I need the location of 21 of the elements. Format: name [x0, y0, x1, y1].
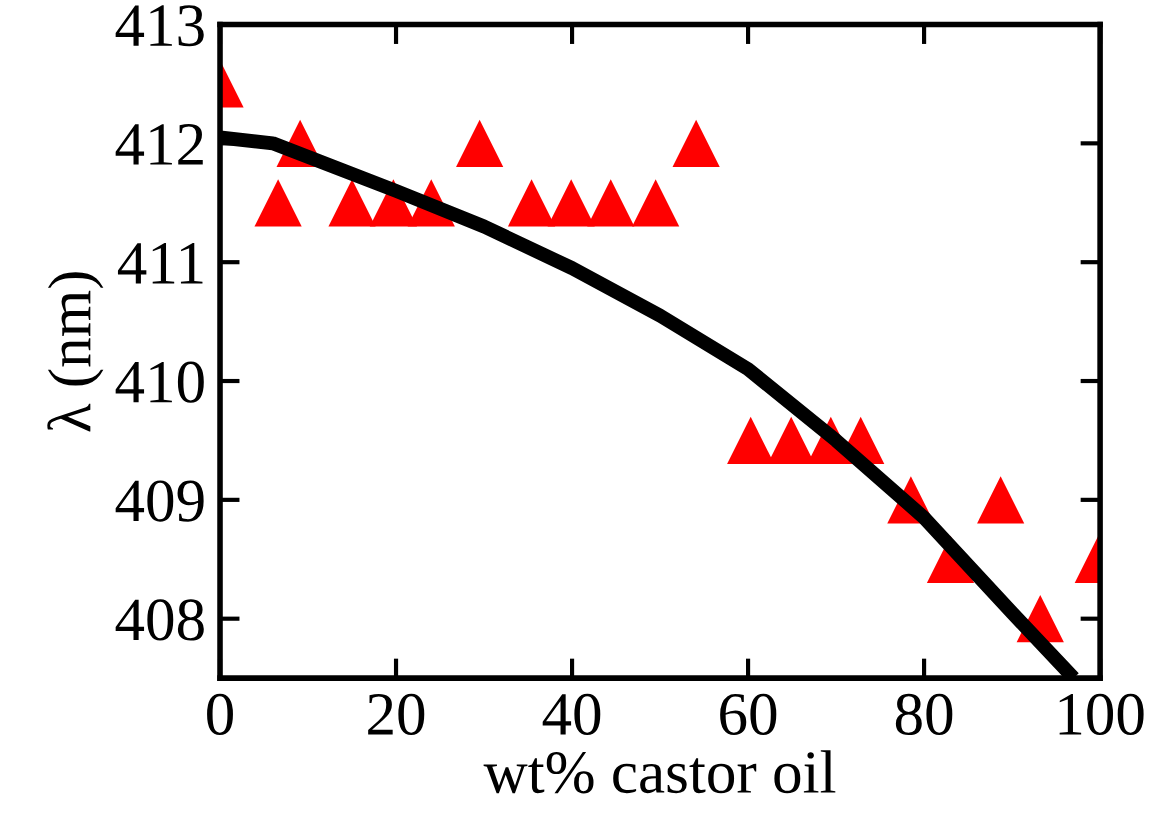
point — [328, 179, 376, 227]
x-axis-title: wt% castor oil — [483, 750, 836, 794]
point — [672, 119, 720, 167]
y-tick-label: 411 — [117, 243, 203, 284]
x-tick-label: 100 — [1059, 693, 1144, 736]
point — [977, 476, 1025, 524]
point — [456, 119, 504, 167]
x-tick-label: 80 — [895, 693, 953, 736]
point — [632, 179, 680, 227]
y-tick-label: 412 — [115, 124, 203, 165]
x-tick-label: 0 — [207, 693, 233, 736]
x-tick-label: 20 — [368, 693, 425, 736]
y-axis-title: λ (nm) — [47, 272, 104, 432]
point — [587, 179, 635, 227]
y-tick-label: 410 — [115, 361, 204, 403]
point — [254, 179, 302, 227]
y-tick-label: 413 — [115, 5, 204, 47]
y-tick-label: 408 — [115, 599, 204, 641]
x-tick-label: 40 — [542, 693, 601, 736]
x-tick-label: 60 — [720, 693, 777, 736]
y-tick-label: 409 — [115, 480, 204, 522]
